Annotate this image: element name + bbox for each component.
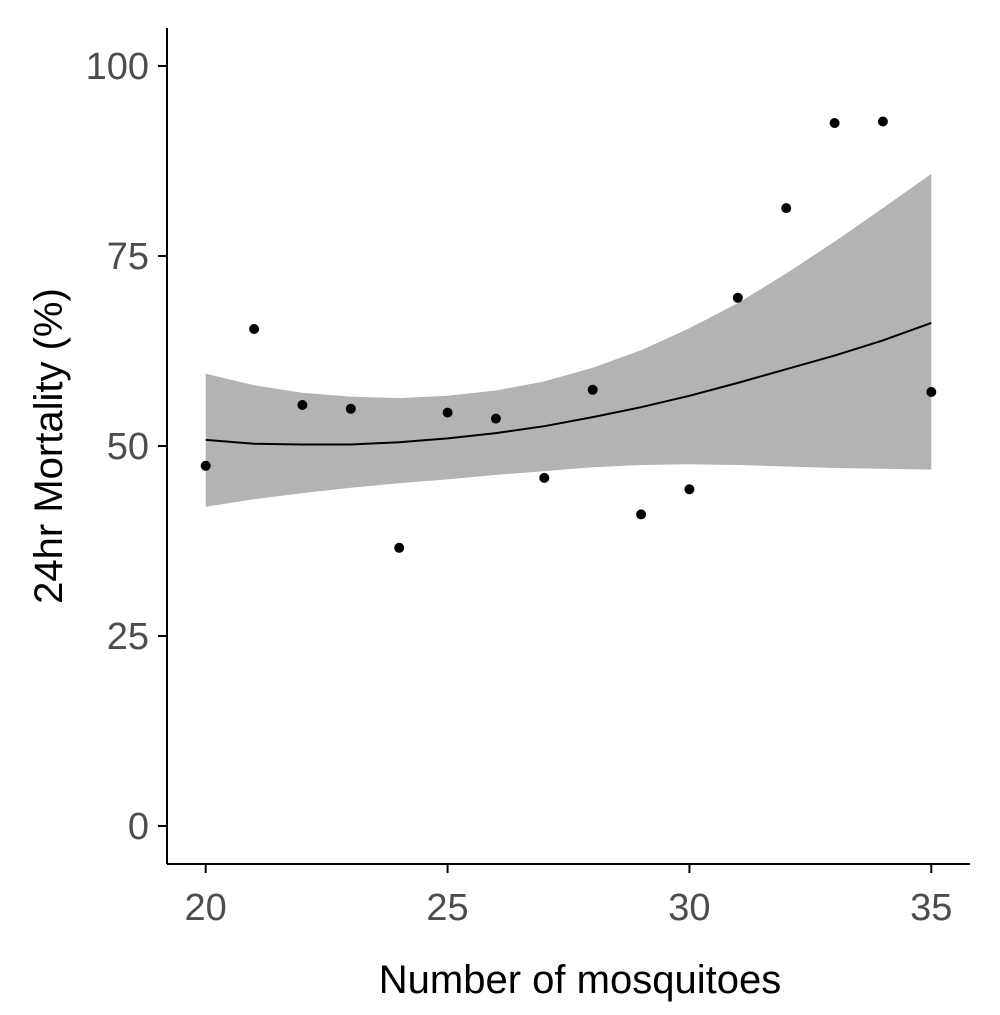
y-tick-label: 25: [107, 616, 149, 658]
fit-line: [205, 321, 932, 446]
data-point: [636, 509, 647, 520]
data-point: [877, 116, 888, 127]
x-axis-title: Number of mosquitoes: [379, 958, 781, 1002]
data-point: [394, 542, 405, 553]
data-point: [249, 324, 260, 334]
x-tick-label: 30: [668, 887, 710, 929]
x-tick-label: 25: [426, 887, 468, 929]
confidence-band-layer: [205, 173, 932, 507]
x-tick-label: 35: [910, 887, 952, 929]
data-point: [684, 484, 695, 495]
data-point: [442, 407, 453, 418]
data-point: [200, 460, 211, 471]
x-ticks-layer: 20 25 30 35: [185, 864, 952, 929]
y-tick-label: 0: [128, 806, 149, 848]
data-point: [829, 118, 840, 128]
data-point: [926, 387, 937, 397]
x-tick-label: 20: [185, 887, 227, 929]
y-axis-title: 24hr Mortality (%): [27, 288, 71, 604]
data-point: [539, 472, 550, 483]
data-point: [781, 203, 792, 214]
data-points-layer: [200, 116, 937, 553]
data-point: [297, 400, 308, 410]
y-tick-label: 100: [86, 46, 149, 88]
data-point: [345, 403, 356, 414]
y-ticks-layer: 0 25 50 75 100: [86, 46, 167, 848]
data-point: [490, 413, 501, 424]
confidence-band: [205, 173, 932, 507]
data-point: [732, 292, 743, 303]
fit-line-layer: [205, 321, 932, 446]
y-tick-label: 50: [107, 426, 149, 468]
y-tick-label: 75: [107, 236, 149, 278]
data-point: [587, 384, 598, 395]
